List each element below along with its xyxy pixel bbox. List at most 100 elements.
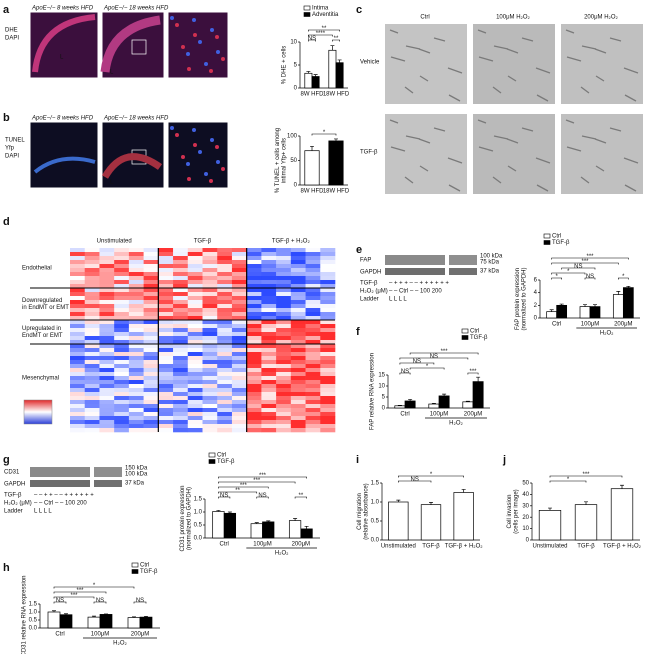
heatmap-cell xyxy=(158,420,174,425)
blot-row-value: – – Ctrl – – 100 200 xyxy=(389,289,442,295)
heatmap-cell xyxy=(158,400,174,405)
heatmap-cell xyxy=(202,384,218,389)
heatmap-cell xyxy=(99,280,115,285)
heatmap-cell xyxy=(246,356,262,361)
heatmap-cell xyxy=(290,324,306,329)
heatmap-cell xyxy=(305,368,321,373)
y-tick-label: 5 xyxy=(382,395,386,401)
heatmap-cell xyxy=(261,328,277,333)
heatmap-cell xyxy=(276,340,292,345)
cell xyxy=(209,69,213,73)
heatmap-cell xyxy=(231,356,247,361)
heatmap-cell xyxy=(143,380,159,385)
heatmap-cell xyxy=(320,384,336,389)
heatmap-cell xyxy=(276,284,292,289)
heatmap-cell xyxy=(231,376,247,381)
heatmap-cell xyxy=(114,368,130,373)
heatmap-cell xyxy=(158,248,174,253)
heatmap-cell xyxy=(143,348,159,353)
heatmap-cell xyxy=(99,336,115,341)
heatmap-cell xyxy=(84,372,100,377)
heatmap-cell xyxy=(187,380,203,385)
heatmap-cell xyxy=(99,424,115,429)
heatmap-column: TGF-β xyxy=(194,239,212,245)
heatmap-cell xyxy=(261,428,277,433)
heatmap-cell xyxy=(143,264,159,269)
heatmap-cell xyxy=(231,316,247,321)
y-axis-label: (normalized to GAPDH) xyxy=(522,267,528,330)
heatmap-cell xyxy=(320,404,336,409)
heatmap-cell xyxy=(114,316,130,321)
heatmap-cell xyxy=(320,292,336,297)
heatmap-cell xyxy=(290,356,306,361)
heatmap-cell xyxy=(320,312,336,317)
heatmap-cell xyxy=(143,296,159,301)
heatmap-cell xyxy=(217,400,233,405)
heatmap-cell xyxy=(246,320,262,325)
x-tick-label: 100μM xyxy=(91,632,109,638)
legend-label: TGF-β xyxy=(217,459,235,465)
heatmap-cell xyxy=(128,376,144,381)
heatmap-cell xyxy=(173,356,189,361)
heatmap-cell xyxy=(246,396,262,401)
heatmap-cell xyxy=(158,272,174,277)
heatmap-cell xyxy=(187,280,203,285)
cell-shape xyxy=(404,86,414,94)
heatmap-cell xyxy=(143,400,159,405)
heatmap-cell xyxy=(158,396,174,401)
significance-label: ** xyxy=(235,488,240,494)
bar xyxy=(212,511,225,539)
bar xyxy=(311,76,320,89)
heatmap-cell xyxy=(84,356,100,361)
significance-label: * xyxy=(430,472,433,478)
heatmap-cell xyxy=(276,296,292,301)
significance-label: * xyxy=(567,477,570,483)
significance-label: *** xyxy=(441,349,449,355)
heatmap-cell xyxy=(231,304,247,309)
heatmap-cell xyxy=(70,332,86,337)
cell-shape xyxy=(595,165,605,172)
heatmap-cell xyxy=(217,320,233,325)
panel-letter: d xyxy=(3,216,10,228)
cell-shape xyxy=(581,135,597,140)
heatmap-cell xyxy=(173,412,189,417)
heatmap-cell xyxy=(246,344,262,349)
heatmap-cell xyxy=(84,388,100,393)
bar xyxy=(47,611,61,629)
cell xyxy=(187,177,191,181)
heatmap-cell xyxy=(99,328,115,333)
heatmap-cell xyxy=(231,384,247,389)
error-bar xyxy=(593,304,597,307)
heatmap-cell xyxy=(84,360,100,365)
heatmap-cell xyxy=(128,360,144,365)
bar xyxy=(428,403,440,409)
heatmap-cell xyxy=(187,408,203,413)
cell-shape xyxy=(624,94,637,102)
y-axis-label: CD31 relative RNA expression xyxy=(22,575,28,654)
heatmap-cell xyxy=(305,384,321,389)
heatmap-cell xyxy=(70,264,86,269)
heatmap-cell xyxy=(128,312,144,317)
heatmap-cell xyxy=(99,272,115,277)
heatmap-cell xyxy=(99,308,115,313)
legend-label: Ctrl xyxy=(217,453,226,459)
heatmap-cell xyxy=(261,304,277,309)
heatmap-cell xyxy=(276,352,292,357)
heatmap-cell xyxy=(99,268,115,273)
heatmap-cell xyxy=(128,372,144,377)
heatmap-cell xyxy=(202,340,218,345)
heatmap-cell xyxy=(99,340,115,345)
heatmap-cell xyxy=(261,368,277,373)
heatmap-cell xyxy=(290,308,306,313)
heatmap-cell xyxy=(173,404,189,409)
heatmap-cell xyxy=(187,352,203,357)
heatmap-cell xyxy=(173,368,189,373)
heatmap-cell xyxy=(128,288,144,293)
heatmap-cell xyxy=(84,352,100,357)
heatmap-cell xyxy=(290,344,306,349)
heatmap-cell xyxy=(187,284,203,289)
heatmap-cell xyxy=(202,396,218,401)
y-tick-label: 0.0 xyxy=(29,626,38,632)
heatmap-cell xyxy=(305,352,321,357)
cell xyxy=(170,16,174,20)
